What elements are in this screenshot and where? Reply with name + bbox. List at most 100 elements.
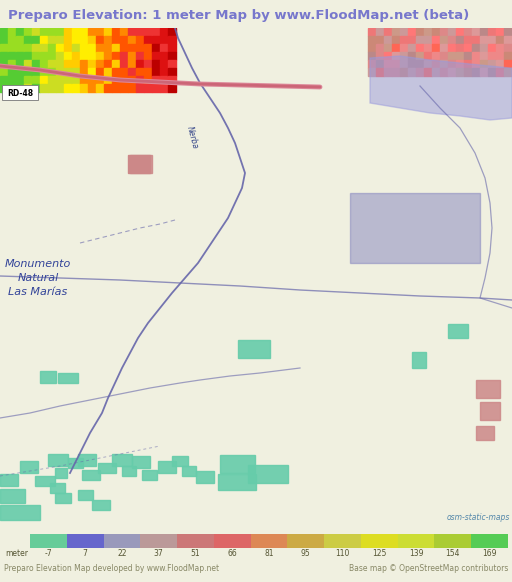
Bar <box>82 470 100 480</box>
Bar <box>376 68 384 76</box>
Bar <box>56 28 64 36</box>
Bar <box>472 60 480 68</box>
Bar <box>440 44 448 52</box>
Bar <box>416 44 424 52</box>
Bar <box>16 68 24 76</box>
Bar <box>488 36 496 44</box>
Bar <box>440 68 448 76</box>
Bar <box>96 44 104 52</box>
Bar <box>456 60 464 68</box>
Bar <box>287 534 324 548</box>
Bar <box>432 28 440 36</box>
Text: 139: 139 <box>409 549 423 558</box>
Bar <box>112 76 120 84</box>
Bar <box>132 456 150 468</box>
Bar <box>20 461 38 473</box>
Bar <box>238 340 270 358</box>
Text: osm-static-maps: osm-static-maps <box>446 513 510 522</box>
Bar <box>128 60 136 68</box>
Bar <box>40 60 48 68</box>
Bar <box>376 28 384 36</box>
Bar <box>40 371 56 383</box>
Bar <box>196 471 214 483</box>
Bar <box>0 60 8 68</box>
Bar <box>144 44 152 52</box>
Bar <box>464 36 472 44</box>
Bar <box>48 454 68 466</box>
Bar <box>32 52 40 60</box>
Bar <box>168 52 176 60</box>
Bar <box>144 76 152 84</box>
Bar <box>435 534 471 548</box>
Bar <box>488 60 496 68</box>
Bar <box>350 193 480 263</box>
Bar <box>64 68 72 76</box>
Bar <box>32 76 40 84</box>
Bar <box>50 483 65 493</box>
Bar <box>40 44 48 52</box>
Bar <box>136 28 144 36</box>
Bar <box>64 28 72 36</box>
Bar <box>456 28 464 36</box>
Text: 66: 66 <box>227 549 237 558</box>
Bar <box>480 36 488 44</box>
Text: RD-48: RD-48 <box>7 88 33 98</box>
Bar <box>48 28 56 36</box>
Bar <box>160 44 168 52</box>
Bar <box>16 36 24 44</box>
Bar <box>177 534 214 548</box>
Bar <box>384 36 392 44</box>
Bar <box>152 76 160 84</box>
Bar <box>16 44 24 52</box>
Bar <box>160 36 168 44</box>
Bar <box>496 28 504 36</box>
Bar <box>472 44 480 52</box>
Bar <box>2 85 38 100</box>
Bar <box>160 68 168 76</box>
Bar <box>72 60 80 68</box>
Bar <box>0 44 8 52</box>
Bar <box>160 28 168 36</box>
Bar <box>480 402 500 420</box>
Bar <box>72 84 80 92</box>
Bar <box>400 52 408 60</box>
Bar <box>64 36 72 44</box>
Bar <box>8 28 16 36</box>
Bar <box>496 68 504 76</box>
Bar <box>16 60 24 68</box>
Bar <box>88 84 96 92</box>
Text: 95: 95 <box>301 549 311 558</box>
Bar <box>55 468 67 478</box>
Bar <box>40 52 48 60</box>
Bar <box>368 36 376 44</box>
Bar <box>56 36 64 44</box>
Bar <box>368 68 376 76</box>
Bar <box>158 461 176 473</box>
Text: Preparo Elevation Map developed by www.FloodMap.net: Preparo Elevation Map developed by www.F… <box>4 565 219 573</box>
Bar <box>98 463 116 473</box>
Bar <box>0 68 8 76</box>
Bar <box>504 44 512 52</box>
Bar <box>24 36 32 44</box>
Bar <box>400 44 408 52</box>
Bar <box>120 52 128 60</box>
Text: Nerba: Nerba <box>185 126 199 150</box>
Bar <box>72 68 80 76</box>
Bar <box>78 490 93 500</box>
Bar <box>8 44 16 52</box>
Text: 7: 7 <box>83 549 88 558</box>
Bar <box>88 36 96 44</box>
Bar <box>384 44 392 52</box>
Bar <box>80 60 88 68</box>
Bar <box>48 44 56 52</box>
Bar <box>104 84 112 92</box>
Bar <box>24 28 32 36</box>
Text: 110: 110 <box>335 549 350 558</box>
Bar <box>488 68 496 76</box>
Bar <box>412 352 426 368</box>
Bar <box>136 60 144 68</box>
Bar <box>384 68 392 76</box>
Bar <box>136 76 144 84</box>
Bar <box>16 52 24 60</box>
Bar <box>448 60 456 68</box>
